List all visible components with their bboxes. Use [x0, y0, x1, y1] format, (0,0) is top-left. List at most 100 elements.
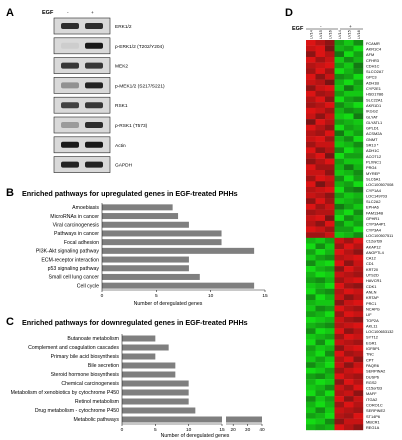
gene-label: ST14P6: [366, 414, 380, 419]
heatmap-cell: [353, 283, 364, 289]
heatmap-cell: [325, 277, 335, 284]
heatmap-cell: [325, 147, 335, 154]
heatmap-cell: [325, 305, 335, 312]
heatmap-cell: [306, 232, 316, 239]
heatmap-cell: [344, 288, 354, 295]
band-minus: [61, 42, 79, 49]
heatmap-cell: [353, 379, 364, 385]
heatmap-cell: [315, 73, 326, 80]
heatmap-cell: [334, 220, 345, 227]
heatmap-cell: [306, 170, 316, 176]
x-tick-label: 40: [259, 427, 265, 433]
heatmap-cell: [334, 102, 345, 109]
heatmap-cell: [353, 73, 364, 80]
heatmap-cell: [325, 45, 335, 52]
heatmap-cell: [334, 209, 345, 216]
heatmap-cell: [334, 153, 345, 159]
heatmap-cell: [344, 362, 354, 369]
heatmap-cell: [306, 158, 316, 165]
heatmap-cell: [353, 418, 364, 425]
category-label: PI3K-Akt signaling pathway: [36, 249, 100, 255]
heatmap-cell: [334, 362, 345, 369]
heatmap-cell: [325, 164, 335, 171]
heatmap-cell: [353, 305, 364, 312]
heatmap-cell: [334, 113, 345, 120]
category-label: Focal adhesion: [64, 240, 99, 246]
heatmap-cell: [325, 266, 335, 272]
heatmap-cell: [315, 226, 326, 233]
heatmap-cell: [344, 181, 354, 188]
heatmap-cell: [353, 102, 364, 109]
heatmap-cell: [334, 300, 345, 306]
x-tick-label: 5: [155, 293, 158, 299]
heatmap-cell: [325, 350, 335, 357]
heatmap-cell: [344, 186, 354, 193]
heatmap-cell: [315, 113, 326, 120]
panel-b-label: B: [6, 187, 14, 199]
heatmap-cell: [353, 277, 364, 284]
heatmap-cell: [353, 413, 364, 419]
heatmap-cell: [344, 300, 354, 306]
blot-frame: [53, 17, 111, 35]
heatmap-cell: [325, 362, 335, 369]
heatmap-cell: [315, 45, 326, 52]
heatmap-cell: [344, 424, 354, 431]
bar: [122, 398, 189, 405]
heatmap-cell: [344, 158, 354, 165]
heatmap-cell: [344, 367, 354, 374]
heatmap-cell: [325, 198, 335, 205]
heatmap-cell: [325, 51, 335, 58]
heatmap-cell: [353, 384, 364, 391]
category-label: Drug metabolism - cytochrome P450: [35, 408, 119, 414]
heatmap: LV14 LV15 LV16 LV14 LV15 LV16 FCAMRAKR1C4AFMCF…: [306, 29, 393, 431]
gene-label: LOC100507008: [366, 182, 393, 187]
heatmap-cell: [344, 153, 354, 159]
band-plus: [85, 82, 103, 89]
heatmap-cell: [353, 164, 364, 171]
heatmap-cell: [353, 226, 364, 233]
heatmap-cell: [325, 96, 335, 103]
heatmap-cell: [306, 350, 316, 357]
heatmap-cell: [353, 215, 364, 222]
column-label: LV14: [337, 29, 342, 39]
heatmap-cell: [325, 283, 335, 289]
heatmap-cell: [306, 333, 316, 340]
heatmap-cell: [353, 350, 364, 357]
heatmap-cell: [306, 345, 316, 352]
heatmap-cell: [306, 311, 316, 318]
heatmap-cell: [315, 294, 326, 301]
gene-label: SERPINE2: [366, 408, 385, 413]
column-label: LV16: [356, 30, 361, 39]
gene-label: ITGA2: [366, 397, 377, 402]
bar: [122, 344, 169, 351]
heatmap-cell: [306, 367, 316, 374]
heatmap-cell: [344, 102, 354, 109]
blot-label: ERK1/2: [115, 24, 132, 30]
heatmap-cell: [334, 384, 345, 391]
heatmap-cell: [325, 243, 335, 250]
heatmap-cell: [334, 407, 345, 414]
gene-label: DUSP6: [366, 374, 379, 379]
heatmap-cell: [325, 136, 335, 142]
western-blots: ERK1/2 p-ERK1/2 (T202/Y204) MEK2 p-MEK1/2 (…: [53, 17, 165, 173]
heatmap-cell: [344, 373, 354, 380]
heatmap-cell: [353, 271, 364, 278]
heatmap-cell: [344, 209, 354, 216]
heatmap-cell: [325, 130, 335, 137]
heatmap-cell: [315, 339, 326, 346]
heatmap-cell: [344, 401, 354, 408]
heatmap-cell: [334, 90, 345, 97]
heatmap-cell: [315, 311, 326, 318]
heatmap-cell: [334, 226, 345, 233]
heatmap-cell: [334, 181, 345, 188]
heatmap-cell: [353, 181, 364, 188]
gene-label: PAQR6: [366, 363, 379, 368]
heatmap-cell: [306, 305, 316, 312]
heatmap-cell: [334, 333, 345, 340]
gene-label: PLXNC1: [366, 160, 381, 165]
panel-a-lane-minus: -: [67, 11, 69, 16]
heatmap-cell: [344, 215, 354, 222]
blot-label: MEK2: [115, 64, 128, 70]
gene-label: PRC1: [366, 301, 376, 306]
heatmap-cell: [325, 339, 335, 346]
